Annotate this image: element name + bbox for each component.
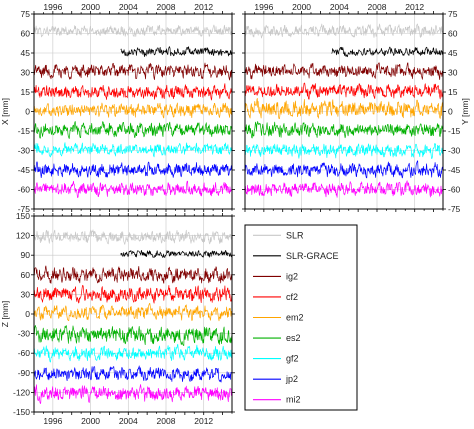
series-line-cf2 [245,82,443,100]
series-line-ig2 [245,62,443,80]
panel-y: 75 60 45 30 15 0 -15 -30 -45 -60 -75 Y [mm] 1996 2000… [242,2,470,214]
legend-label: es2 [286,333,301,343]
x-tick-label: 2000 [292,2,311,12]
series-line-slr [34,24,232,38]
y-tick-label: -75 [448,204,461,214]
y-tick-label: 150 [16,211,30,221]
series-line-slr-grace [120,46,232,58]
y-tick-label: 30 [21,68,31,78]
series-line-gf2 [34,343,232,363]
y-tick-label: -30 [448,146,461,156]
series-line-gf2 [34,142,232,158]
x-tick-label: 2012 [405,2,424,12]
y-tick-label: 15 [448,87,458,97]
panel-x: 75 60 45 30 15 0 -15 -30 -45 -60 -75 X [mm] 1996 2000… [0,2,235,214]
y-axis-label: X [mm] [0,98,10,125]
series-line-ig2 [34,62,232,81]
x-tick-label: 2000 [81,416,100,426]
series-line-cf2 [34,83,232,101]
x-tick-label: 2008 [157,2,176,12]
y-tick-label: 120 [16,231,30,241]
series-line-jp2 [34,365,232,383]
y-axis-label: Z [mm] [0,301,10,327]
series-line-es2 [34,121,232,139]
series-group [245,23,443,198]
series-line-slr [245,23,443,39]
y-tick-label: 0 [25,309,30,319]
y-tick-label: -120 [13,387,30,397]
x-tick-label: 2008 [157,416,176,426]
y-tick-label: 60 [21,270,31,280]
series-line-slr-grace [331,46,443,58]
series-line-jp2 [34,161,232,179]
series-group [34,24,232,199]
y-axis-label: Y [mm] [460,98,470,125]
legend-label: em2 [286,313,304,323]
legend-label: SLR [286,230,304,240]
x-tick-label: 2012 [194,2,213,12]
y-tick-label: -60 [448,185,461,195]
legend-label: cf2 [286,292,298,302]
series-line-em2 [34,102,232,119]
series-group [34,229,232,405]
y-tick-label: 0 [448,107,453,117]
x-tick-label: 1996 [43,2,62,12]
x-tick-label: 2012 [194,416,213,426]
legend-label: jp2 [285,374,298,384]
x-tick-label: 2004 [330,2,349,12]
y-tick-label: -30 [18,146,31,156]
y-tick-label: 30 [21,289,31,299]
legend-label: gf2 [286,354,299,364]
y-tick-label: -45 [18,165,31,175]
y-tick-label: -45 [448,165,461,175]
legend-label: ig2 [286,271,298,281]
y-tick-label: 0 [25,107,30,117]
series-line-slr-grace [120,249,232,258]
x-tick-label: 2000 [81,2,100,12]
series-line-jp2 [245,160,443,179]
panel-z: 150 120 90 60 30 0 -30 -60 -90 -120 -150 Z [mm] 1996… [0,211,235,426]
series-line-em2 [245,97,443,120]
series-line-ig2 [34,265,232,284]
series-line-es2 [34,325,232,346]
x-tick-label: 2004 [119,416,138,426]
legend-label: SLR-GRACE [286,251,339,261]
y-tick-label: 60 [448,29,458,39]
y-tick-label: -60 [18,348,31,358]
y-tick-label: 30 [448,68,458,78]
x-tick-label: 2008 [368,2,387,12]
y-tick-label: 60 [21,29,31,39]
legend: SLR SLR-GRACE ig2 cf2 em2 es2 gf2 jp2 mi2 [244,224,358,411]
y-tick-label: 15 [21,87,31,97]
y-tick-label: 90 [21,250,31,260]
y-tick-label: -75 [18,204,31,214]
legend-label: mi2 [286,395,301,405]
y-tick-label: -15 [18,126,31,136]
x-tick-label: 1996 [254,2,273,12]
series-line-mi2 [34,180,232,199]
y-tick-label: 75 [448,9,458,19]
y-tick-label: 75 [21,9,31,19]
y-tick-label: -30 [18,329,31,339]
y-tick-label: 45 [448,48,458,58]
x-tick-label: 1996 [43,416,62,426]
series-line-slr [34,229,232,245]
series-line-em2 [34,302,232,322]
series-line-gf2 [245,143,443,160]
y-tick-label: -90 [18,368,31,378]
series-line-es2 [245,121,443,139]
y-tick-label: -60 [18,185,31,195]
y-tick-label: 45 [21,48,31,58]
series-line-mi2 [34,384,232,405]
series-line-mi2 [245,180,443,198]
series-line-cf2 [34,284,232,304]
y-tick-label: -150 [13,407,30,417]
x-tick-label: 2004 [119,2,138,12]
y-tick-label: -15 [448,126,461,136]
